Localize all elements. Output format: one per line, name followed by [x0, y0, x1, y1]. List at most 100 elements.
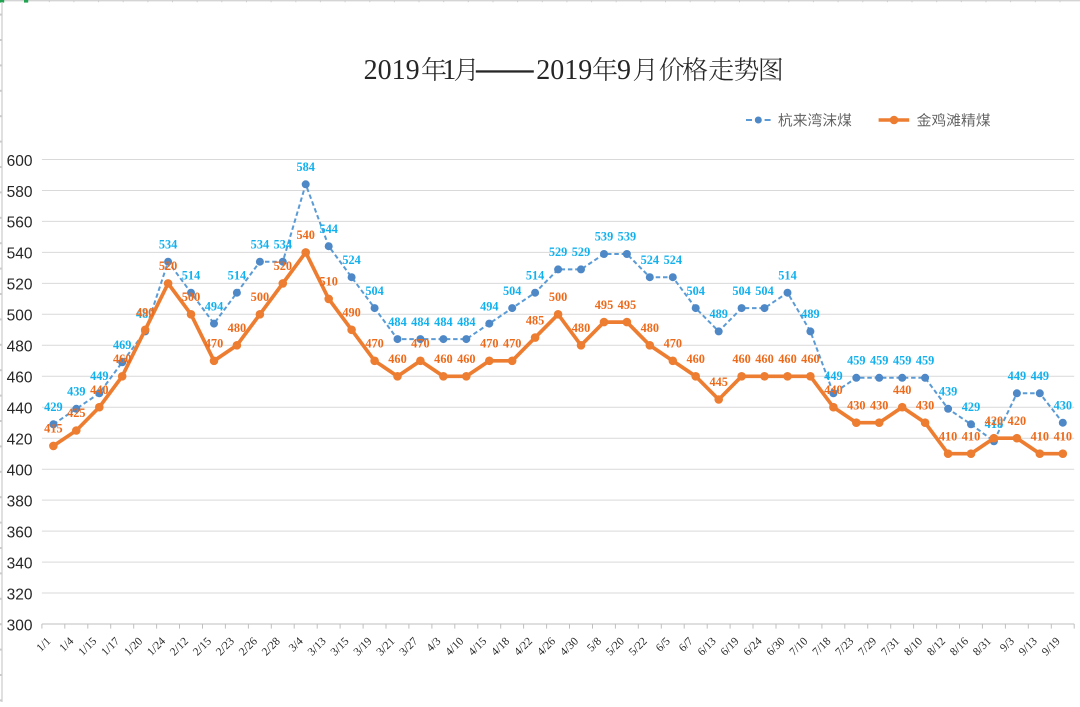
svg-text:524: 524 — [664, 253, 682, 267]
svg-text:495: 495 — [595, 298, 613, 312]
svg-text:504: 504 — [686, 284, 704, 298]
svg-text:460: 460 — [778, 352, 796, 366]
svg-text:484: 484 — [411, 315, 429, 329]
svg-text:514: 514 — [778, 268, 796, 282]
svg-text:510: 510 — [319, 275, 337, 289]
svg-text:460: 460 — [113, 352, 131, 366]
svg-text:445: 445 — [709, 375, 727, 389]
svg-text:490: 490 — [342, 306, 360, 320]
svg-text:449: 449 — [90, 369, 108, 383]
svg-text:504: 504 — [365, 284, 383, 298]
svg-text:524: 524 — [342, 253, 360, 267]
svg-text:400: 400 — [7, 463, 33, 480]
svg-text:430: 430 — [847, 399, 865, 413]
svg-text:430: 430 — [916, 399, 934, 413]
svg-text:469: 469 — [113, 338, 131, 352]
svg-text:504: 504 — [732, 284, 750, 298]
svg-text:540: 540 — [296, 228, 314, 242]
svg-text:410: 410 — [1031, 429, 1049, 443]
svg-text:429: 429 — [962, 400, 980, 414]
svg-text:489: 489 — [801, 307, 819, 321]
svg-text:440: 440 — [893, 383, 911, 397]
svg-text:440: 440 — [824, 383, 842, 397]
svg-text:420: 420 — [7, 432, 33, 449]
svg-text:340: 340 — [7, 555, 33, 572]
svg-text:460: 460 — [434, 352, 452, 366]
svg-text:500: 500 — [7, 308, 33, 325]
svg-text:529: 529 — [549, 245, 567, 259]
svg-text:449: 449 — [1031, 369, 1049, 383]
svg-text:430: 430 — [1054, 399, 1072, 413]
svg-text:470: 470 — [411, 337, 429, 351]
svg-text:600: 600 — [7, 153, 33, 170]
svg-text:480: 480 — [7, 339, 33, 356]
svg-text:489: 489 — [709, 307, 727, 321]
svg-text:1: 1 — [442, 55, 456, 86]
svg-text:320: 320 — [7, 586, 33, 603]
svg-text:500: 500 — [251, 290, 269, 304]
svg-text:470: 470 — [480, 337, 498, 351]
svg-text:484: 484 — [388, 315, 406, 329]
svg-text:459: 459 — [916, 354, 934, 368]
svg-text:420: 420 — [985, 414, 1003, 428]
svg-text:459: 459 — [847, 354, 865, 368]
svg-text:500: 500 — [182, 290, 200, 304]
svg-text:459: 459 — [893, 354, 911, 368]
svg-text:470: 470 — [205, 337, 223, 351]
svg-text:484: 484 — [457, 315, 475, 329]
svg-text:440: 440 — [7, 401, 33, 418]
svg-text:470: 470 — [503, 337, 521, 351]
svg-text:410: 410 — [1054, 429, 1072, 443]
svg-text:484: 484 — [434, 315, 452, 329]
svg-text:460: 460 — [732, 352, 750, 366]
svg-text:470: 470 — [365, 337, 383, 351]
svg-text:529: 529 — [572, 245, 590, 259]
svg-text:415: 415 — [44, 422, 62, 436]
svg-text:300: 300 — [7, 617, 33, 634]
svg-text:584: 584 — [296, 160, 314, 174]
svg-text:420: 420 — [1008, 414, 1026, 428]
svg-text:480: 480 — [228, 321, 246, 335]
svg-text:580: 580 — [7, 184, 33, 201]
svg-text:520: 520 — [159, 259, 177, 273]
svg-text:520: 520 — [274, 259, 292, 273]
svg-text:9: 9 — [617, 55, 631, 86]
svg-text:520: 520 — [7, 277, 33, 294]
svg-text:544: 544 — [319, 222, 337, 236]
svg-text:539: 539 — [595, 230, 613, 244]
svg-text:514: 514 — [182, 268, 200, 282]
svg-text:449: 449 — [824, 369, 842, 383]
svg-text:534: 534 — [274, 237, 292, 251]
svg-text:449: 449 — [1008, 369, 1026, 383]
svg-text:560: 560 — [7, 215, 33, 232]
svg-text:495: 495 — [618, 298, 636, 312]
svg-text:460: 460 — [7, 370, 33, 387]
svg-text:460: 460 — [686, 352, 704, 366]
svg-text:514: 514 — [228, 268, 246, 282]
svg-text:440: 440 — [90, 383, 108, 397]
svg-text:485: 485 — [526, 313, 544, 327]
svg-text:460: 460 — [755, 352, 773, 366]
svg-text:539: 539 — [618, 230, 636, 244]
svg-text:439: 439 — [67, 385, 85, 399]
svg-text:410: 410 — [939, 429, 957, 443]
svg-text:524: 524 — [641, 253, 659, 267]
svg-text:480: 480 — [641, 321, 659, 335]
svg-text:500: 500 — [549, 290, 567, 304]
svg-text:430: 430 — [870, 399, 888, 413]
svg-text:429: 429 — [44, 400, 62, 414]
svg-text:470: 470 — [664, 337, 682, 351]
svg-text:540: 540 — [7, 246, 33, 263]
svg-text:534: 534 — [159, 237, 177, 251]
svg-text:460: 460 — [801, 352, 819, 366]
svg-text:460: 460 — [388, 352, 406, 366]
svg-text:494: 494 — [480, 299, 498, 313]
svg-text:380: 380 — [7, 493, 33, 510]
svg-text:2019: 2019 — [364, 55, 420, 86]
svg-text:418: 418 — [985, 417, 1003, 431]
svg-text:514: 514 — [526, 268, 544, 282]
svg-text:439: 439 — [939, 385, 957, 399]
svg-text:534: 534 — [251, 237, 269, 251]
svg-text:504: 504 — [503, 284, 521, 298]
svg-text:480: 480 — [572, 321, 590, 335]
